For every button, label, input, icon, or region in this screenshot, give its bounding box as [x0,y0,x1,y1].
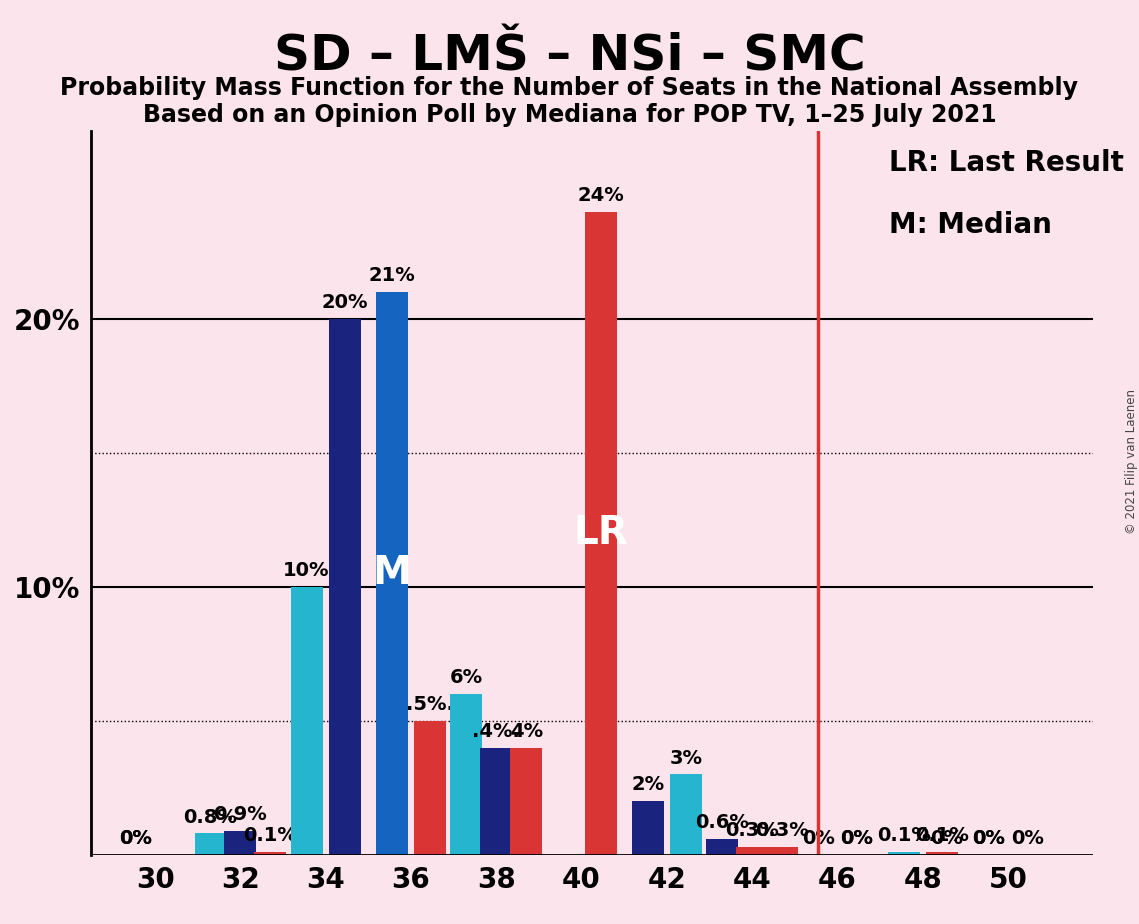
Text: LR: LR [573,514,629,553]
Text: 0%: 0% [973,829,1006,848]
Bar [254,852,286,855]
Text: SD – LMŠ – NSi – SMC: SD – LMŠ – NSi – SMC [273,32,866,80]
Bar [195,833,227,855]
Text: 0.3%: 0.3% [755,821,809,840]
Bar [415,721,446,855]
Bar [510,748,542,855]
Text: 0%: 0% [841,829,874,848]
Bar [584,212,617,855]
Text: 4%: 4% [509,722,542,741]
Text: 0%: 0% [120,829,153,848]
Text: 2%: 2% [631,775,664,795]
Bar [376,292,408,855]
Text: M: Median: M: Median [888,211,1051,239]
Text: Probability Mass Function for the Number of Seats in the National Assembly: Probability Mass Function for the Number… [60,76,1079,100]
Text: 0%: 0% [929,829,962,848]
Bar [329,319,361,855]
Text: 24%: 24% [577,186,624,205]
Bar [481,748,513,855]
Bar [290,587,322,855]
Text: 3%: 3% [670,748,703,768]
Text: 0%: 0% [973,829,1006,848]
Text: 10%: 10% [284,561,330,580]
Text: Based on an Opinion Poll by Mediana for POP TV, 1–25 July 2021: Based on an Opinion Poll by Mediana for … [142,103,997,128]
Bar [767,846,798,855]
Text: 0%: 0% [120,829,153,848]
Bar [736,846,768,855]
Bar [224,831,256,855]
Text: 6%: 6% [450,668,483,687]
Text: 0%: 0% [802,829,835,848]
Text: LR: Last Result: LR: Last Result [888,150,1123,177]
Text: © 2021 Filip van Laenen: © 2021 Filip van Laenen [1124,390,1138,534]
Bar [706,839,738,855]
Bar [887,852,919,855]
Text: .4%.: .4%. [473,722,521,741]
Bar [926,852,958,855]
Text: 0.1%: 0.1% [915,826,969,845]
Bar [632,801,664,855]
Text: 20%: 20% [321,293,368,312]
Text: 0.3%: 0.3% [726,821,779,840]
Text: 0%: 0% [841,829,874,848]
Text: 0.1%: 0.1% [244,826,297,845]
Text: .5%.: .5%. [407,695,454,714]
Text: 0.9%: 0.9% [213,805,268,824]
Bar [670,774,702,855]
Text: 0.8%: 0.8% [183,808,238,827]
Text: 0.1%: 0.1% [877,826,931,845]
Text: M: M [372,554,411,592]
Text: 0%: 0% [1011,829,1043,848]
Text: 0.6%: 0.6% [696,813,749,832]
Bar [450,694,483,855]
Text: 21%: 21% [368,266,416,286]
